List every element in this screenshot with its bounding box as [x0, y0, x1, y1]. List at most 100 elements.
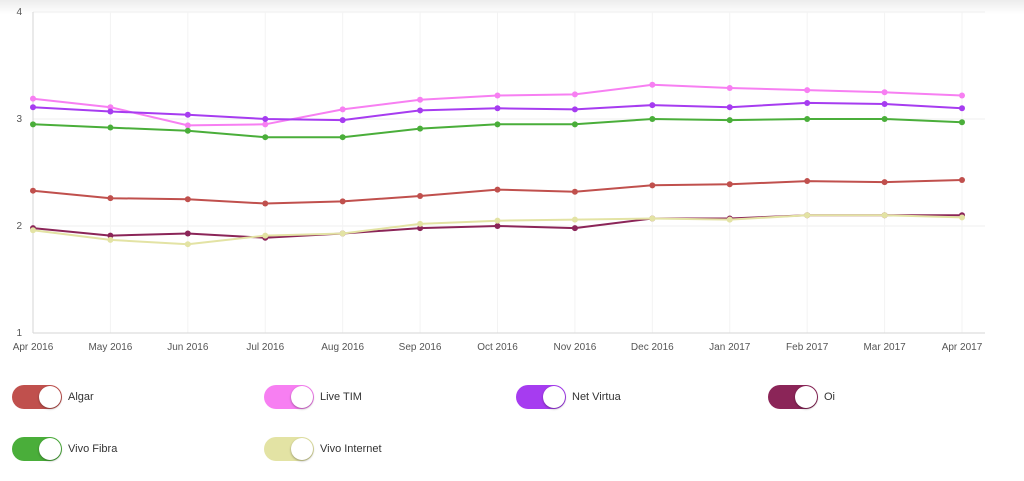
- data-point-vivo-internet[interactable]: [881, 212, 888, 219]
- data-point-net-virtua[interactable]: [881, 101, 888, 108]
- data-point-algar[interactable]: [494, 186, 501, 193]
- legend-label: Oi: [824, 391, 835, 403]
- data-point-vivo-fibra[interactable]: [571, 121, 578, 128]
- legend-toggle-vivo-internet[interactable]: [264, 437, 314, 461]
- series-net-virtua: [30, 99, 965, 124]
- data-point-live-tim[interactable]: [881, 89, 888, 96]
- x-tick-label: Dec 2016: [631, 342, 674, 353]
- data-point-net-virtua[interactable]: [30, 104, 36, 111]
- toggle-knob: [39, 386, 61, 408]
- series-vivo-internet: [30, 212, 965, 248]
- x-tick-label: May 2016: [88, 342, 132, 353]
- legend-item-algar[interactable]: Algar: [12, 384, 94, 410]
- data-point-net-virtua[interactable]: [959, 105, 965, 112]
- data-point-vivo-fibra[interactable]: [881, 116, 888, 122]
- data-point-net-virtua[interactable]: [494, 105, 501, 112]
- data-point-net-virtua[interactable]: [649, 102, 656, 109]
- data-point-oi[interactable]: [184, 230, 191, 237]
- data-point-net-virtua[interactable]: [107, 108, 114, 115]
- data-point-live-tim[interactable]: [494, 92, 501, 99]
- y-tick-label: 4: [16, 7, 22, 18]
- legend-toggle-net-virtua[interactable]: [516, 385, 566, 409]
- toggle-knob: [795, 386, 817, 408]
- legend-item-vivo-internet[interactable]: Vivo Internet: [264, 436, 382, 462]
- toggle-knob: [39, 438, 61, 460]
- data-point-live-tim[interactable]: [804, 87, 811, 94]
- data-point-vivo-fibra[interactable]: [339, 134, 346, 141]
- x-tick-label: Apr 2017: [942, 342, 983, 353]
- data-point-vivo-fibra[interactable]: [649, 116, 656, 122]
- data-point-live-tim[interactable]: [107, 104, 114, 111]
- data-point-live-tim[interactable]: [649, 81, 656, 88]
- y-tick-label: 2: [16, 221, 22, 232]
- toggle-knob: [543, 386, 565, 408]
- data-point-oi[interactable]: [417, 225, 424, 232]
- legend-item-net-virtua[interactable]: Net Virtua: [516, 384, 621, 410]
- data-point-algar[interactable]: [107, 195, 114, 202]
- data-point-vivo-fibra[interactable]: [184, 127, 191, 134]
- legend-toggle-live-tim[interactable]: [264, 385, 314, 409]
- legend-item-oi[interactable]: Oi: [768, 384, 835, 410]
- data-point-vivo-fibra[interactable]: [417, 125, 424, 132]
- data-point-vivo-internet[interactable]: [417, 220, 424, 227]
- data-point-vivo-fibra[interactable]: [959, 119, 965, 126]
- data-point-vivo-fibra[interactable]: [494, 121, 501, 128]
- data-point-vivo-internet[interactable]: [184, 241, 191, 248]
- data-point-vivo-internet[interactable]: [804, 212, 811, 219]
- data-point-vivo-internet[interactable]: [339, 230, 346, 237]
- data-point-live-tim[interactable]: [184, 122, 191, 129]
- data-point-vivo-fibra[interactable]: [30, 121, 36, 128]
- data-point-algar[interactable]: [571, 188, 578, 195]
- data-point-live-tim[interactable]: [30, 95, 36, 102]
- legend-toggle-oi[interactable]: [768, 385, 818, 409]
- data-point-algar[interactable]: [959, 176, 965, 183]
- legend-item-vivo-fibra[interactable]: Vivo Fibra: [12, 436, 117, 462]
- x-tick-label: Oct 2016: [477, 342, 518, 353]
- data-point-vivo-internet[interactable]: [726, 216, 733, 223]
- data-point-live-tim[interactable]: [417, 96, 424, 103]
- data-point-algar[interactable]: [184, 196, 191, 203]
- data-point-vivo-internet[interactable]: [107, 236, 114, 243]
- data-point-net-virtua[interactable]: [417, 107, 424, 114]
- data-point-live-tim[interactable]: [339, 106, 346, 113]
- data-point-algar[interactable]: [262, 200, 269, 207]
- data-point-vivo-internet[interactable]: [649, 215, 656, 222]
- data-point-algar[interactable]: [726, 181, 733, 188]
- data-point-net-virtua[interactable]: [262, 116, 269, 122]
- y-tick-label: 3: [16, 114, 22, 125]
- data-point-live-tim[interactable]: [571, 91, 578, 98]
- data-point-vivo-internet[interactable]: [262, 232, 269, 239]
- data-point-net-virtua[interactable]: [571, 106, 578, 113]
- legend-toggle-vivo-fibra[interactable]: [12, 437, 62, 461]
- x-tick-label: Feb 2017: [786, 342, 829, 353]
- data-point-vivo-internet[interactable]: [30, 227, 36, 234]
- data-point-algar[interactable]: [804, 178, 811, 185]
- data-point-algar[interactable]: [417, 193, 424, 200]
- data-point-oi[interactable]: [494, 223, 501, 229]
- data-point-algar[interactable]: [339, 198, 346, 205]
- data-point-vivo-internet[interactable]: [571, 216, 578, 223]
- data-point-net-virtua[interactable]: [726, 104, 733, 111]
- data-point-vivo-fibra[interactable]: [804, 116, 811, 122]
- data-point-vivo-fibra[interactable]: [726, 117, 733, 124]
- data-point-oi[interactable]: [107, 232, 114, 239]
- series-vivo-fibra: [30, 116, 965, 141]
- data-point-vivo-fibra[interactable]: [107, 124, 114, 131]
- data-point-algar[interactable]: [881, 179, 888, 186]
- data-point-vivo-fibra[interactable]: [262, 134, 269, 141]
- data-point-vivo-internet[interactable]: [959, 214, 965, 221]
- data-point-net-virtua[interactable]: [339, 117, 346, 124]
- legend-toggle-algar[interactable]: [12, 385, 62, 409]
- data-point-net-virtua[interactable]: [804, 99, 811, 106]
- data-point-algar[interactable]: [649, 182, 656, 189]
- data-point-live-tim[interactable]: [726, 84, 733, 91]
- data-point-live-tim[interactable]: [959, 92, 965, 99]
- data-point-vivo-internet[interactable]: [494, 217, 501, 224]
- data-point-live-tim[interactable]: [262, 121, 269, 128]
- data-point-net-virtua[interactable]: [184, 111, 191, 118]
- legend-label: Vivo Internet: [320, 443, 382, 455]
- y-axis-ticks: 1 2 3 4: [16, 7, 22, 339]
- legend-item-live-tim[interactable]: Live TIM: [264, 384, 362, 410]
- data-point-algar[interactable]: [30, 187, 36, 194]
- data-point-oi[interactable]: [571, 225, 578, 232]
